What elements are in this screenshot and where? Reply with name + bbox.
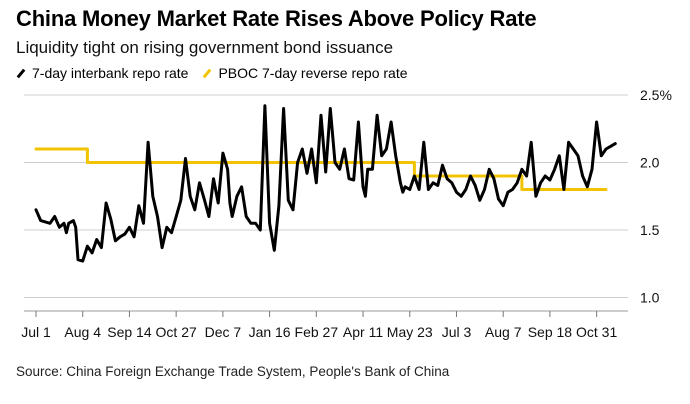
series-line-policy <box>34 147 608 191</box>
x-tick-label: Jul 3 <box>442 324 472 340</box>
x-tick-label: Sep 18 <box>528 324 573 340</box>
y-tick-layer: 2.5% 2.0 1.5 1.0 <box>640 87 672 306</box>
grid-layer <box>24 94 628 312</box>
legend-label-policy: PBOC 7-day reverse repo rate <box>218 65 408 81</box>
source-note: Source: China Foreign Exchange Trade Sys… <box>16 364 450 379</box>
series-line-repo <box>34 104 617 263</box>
chart-title: China Money Market Rate Rises Above Poli… <box>16 6 537 31</box>
x-tick-label: Jul 1 <box>21 324 51 340</box>
x-tick-label: Oct 27 <box>156 324 197 340</box>
legend-item-policy: PBOC 7-day reverse repo rate <box>202 65 408 81</box>
x-tick-label: May 23 <box>387 324 433 340</box>
legend-item-repo: 7-day interbank repo rate <box>16 65 188 81</box>
x-tick-label: Apr 11 <box>343 324 383 340</box>
legend-label-repo: 7-day interbank repo rate <box>32 65 189 81</box>
legend: 7-day interbank repo rate PBOC 7-day rev… <box>16 65 422 81</box>
x-tick-label: Jan 16 <box>249 324 291 340</box>
y-tick-label: 2.5% <box>640 87 672 103</box>
y-tick-label: 2.0 <box>640 155 660 171</box>
series-layer <box>34 104 617 263</box>
x-tick-label: Oct 31 <box>576 324 617 340</box>
y-tick-label: 1.5 <box>640 222 660 238</box>
x-tick-layer: Jul 1 Aug 4 Sep 14 Oct 27 Dec 7 Jan 16 Feb 27 A… <box>21 311 617 340</box>
y-tick-label: 1.0 <box>640 290 660 306</box>
x-tick-label: Feb 27 <box>295 324 339 340</box>
x-tick-label: Aug 7 <box>485 324 522 340</box>
chart-subtitle: Liquidity tight on rising government bon… <box>16 38 394 57</box>
x-tick-label: Aug 4 <box>64 324 101 340</box>
x-tick-label: Dec 7 <box>205 324 242 340</box>
x-tick-label: Sep 14 <box>107 324 152 340</box>
